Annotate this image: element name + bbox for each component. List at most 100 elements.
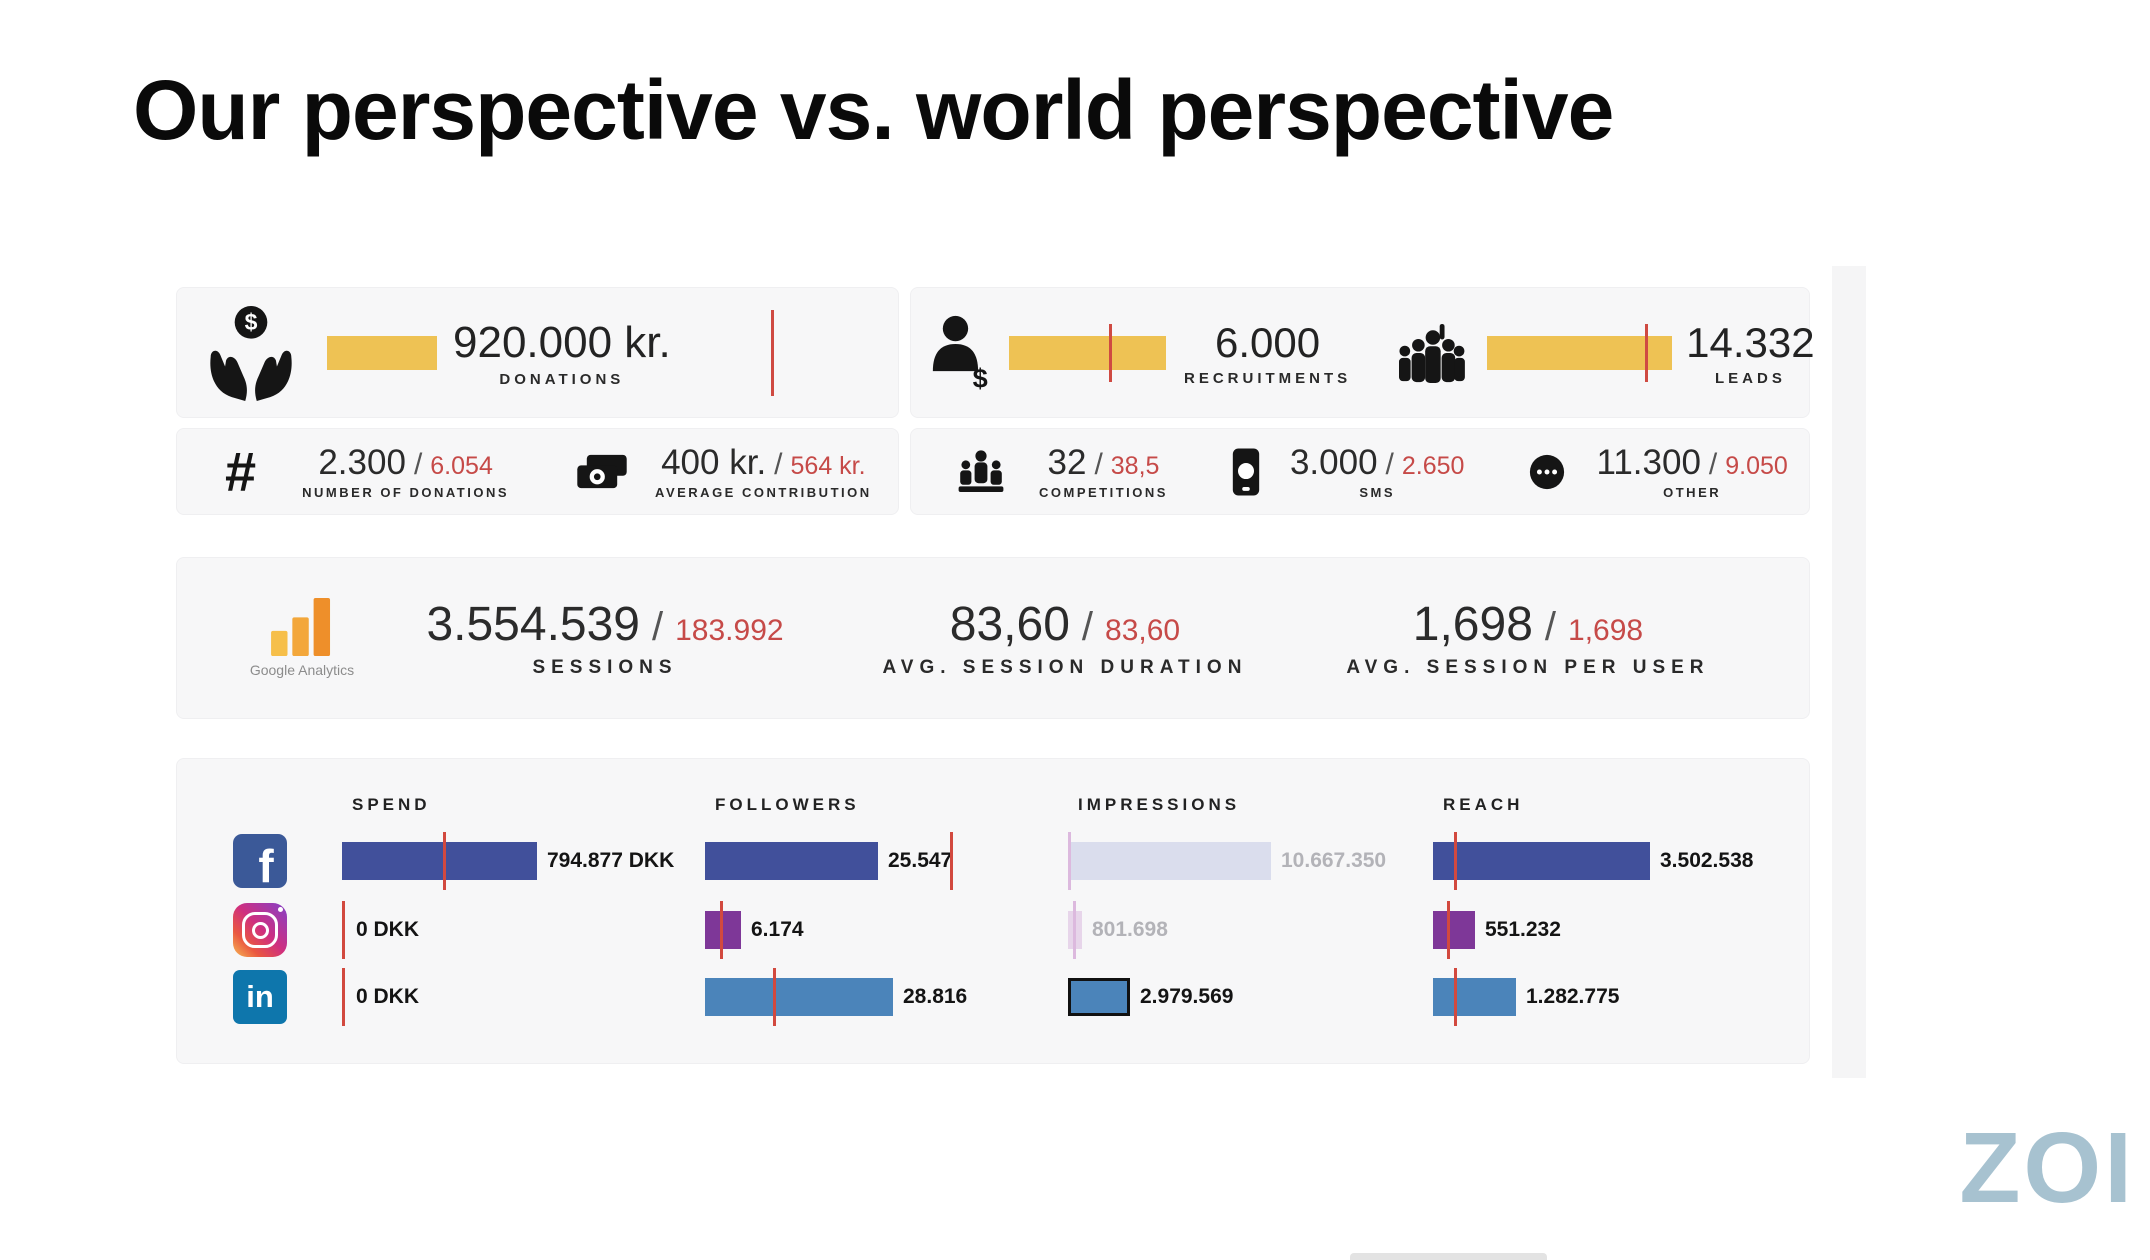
other-ellipsis-icon [1528, 453, 1566, 491]
slash-separator: / [1385, 448, 1394, 481]
slash-separator: / [1708, 448, 1718, 481]
instagram-impressions-value: 801.698 [1092, 918, 1168, 941]
linkedin-impressions-bar [1068, 978, 1130, 1016]
slash-separator: / [1081, 605, 1094, 649]
channel-submetrics-card: 32 / 38,5 COMPETITIONS 3.000 / 2.650 [910, 428, 1810, 515]
competitions-goal: 38,5 [1110, 452, 1160, 480]
linkedin-followers-bar [705, 978, 893, 1016]
instagram-impressions-cell: 801.698 [1068, 901, 1168, 959]
google-analytics-caption: Google Analytics [249, 662, 355, 678]
recruitments-goal-marker [1109, 323, 1112, 382]
hash-icon: # [225, 440, 257, 503]
slash-separator: / [1544, 605, 1557, 649]
avg-session-duration-actual: 83,60 [949, 598, 1070, 651]
linkedin-reach-bar [1433, 978, 1516, 1016]
instagram-followers-goal-marker [720, 901, 723, 959]
avg-session-per-user-label: AVG. SESSION PER USER [1346, 657, 1710, 678]
linkedin-spend-value: 0 DKK [356, 985, 420, 1008]
bottom-edge-bar [1350, 1253, 1547, 1260]
impressions-column-header: IMPRESSIONS [1078, 795, 1241, 814]
instagram-followers-value: 6.174 [751, 918, 804, 941]
analytics-card: Google Analytics 3.554.539 / 183.992 SES… [176, 557, 1810, 719]
linkedin-followers-goal-marker [773, 968, 776, 1026]
facebook-impressions-cell: 10.667.350 [1068, 832, 1387, 890]
recruitments-bar [1009, 335, 1166, 370]
recruitments-leads-card: $ 6.000 RECRUITMENTS [910, 287, 1815, 418]
donations-hands-icon: $ [203, 301, 299, 405]
facebook-reach-cell: 3.502.538 [1433, 832, 1753, 890]
facebook-impressions-bar [1068, 842, 1271, 880]
sessions-goal: 183.992 [675, 614, 784, 647]
average-contribution-label: AVERAGE CONTRIBUTION [655, 485, 872, 500]
facebook-spend-cell: 794.877 DKK [342, 832, 674, 890]
instagram-spend-value: 0 DKK [356, 918, 420, 941]
linkedin-icon: in [233, 970, 287, 1024]
sms-actual: 3.000 [1289, 443, 1378, 482]
linkedin-spend-goal-marker [342, 968, 345, 1026]
average-contribution-goal: 564 kr. [790, 452, 866, 480]
instagram-followers-cell: 6.174 [705, 901, 804, 959]
instagram-reach-value: 551.232 [1485, 918, 1561, 941]
page-edge-sliver [1832, 266, 1866, 1078]
instagram-spend-cell: 0 DKK [342, 901, 420, 959]
donations-bar [327, 335, 437, 370]
slash-separator: / [774, 448, 783, 481]
linkedin-followers-value: 28.816 [903, 985, 968, 1008]
instagram-spend-goal-marker [342, 901, 345, 959]
avg-session-duration-label: AVG. SESSION DURATION [882, 657, 1248, 678]
slash-separator: / [1094, 448, 1103, 481]
facebook-reach-bar [1433, 842, 1650, 880]
average-contribution-actual: 400 kr. [661, 443, 767, 482]
instagram-followers-bar [705, 911, 741, 949]
recruitment-person-icon: $ [931, 315, 989, 391]
competitions-podium-icon [957, 448, 1005, 496]
leads-goal-marker [1645, 323, 1649, 382]
facebook-followers-goal-marker [950, 832, 953, 890]
instagram-impressions-goal-marker [1073, 901, 1076, 959]
followers-column-header: FOLLOWERS [715, 795, 860, 814]
instagram-reach-bar [1433, 911, 1475, 949]
facebook-impressions-goal-marker [1068, 832, 1071, 890]
sms-label: SMS [1359, 485, 1396, 500]
instagram-reach-cell: 551.232 [1433, 901, 1561, 959]
other-goal: 9.050 [1725, 452, 1788, 480]
linkedin-impressions-value: 2.979.569 [1140, 985, 1234, 1008]
instagram-icon [233, 903, 287, 957]
zoi-logo: ZOI [1959, 1112, 2135, 1224]
facebook-spend-bar [342, 842, 537, 880]
linkedin-reach-value: 1.282.775 [1526, 985, 1620, 1008]
leads-value: 14.332 [1686, 318, 1815, 366]
facebook-reach-goal-marker [1454, 832, 1457, 890]
avg-session-per-user-goal: 1,698 [1568, 614, 1644, 647]
facebook-followers-cell: 25.547 [705, 832, 953, 890]
linkedin-spend-cell: 0 DKK [342, 968, 420, 1026]
google-analytics-logo [271, 598, 333, 656]
number-of-donations-goal: 6.054 [430, 452, 493, 480]
avg-session-per-user-actual: 1,698 [1412, 598, 1533, 651]
sessions-actual: 3.554.539 [426, 598, 640, 651]
instagram-row: 0 DKK 6.174 801.698 551.232 [177, 901, 1809, 959]
facebook-row: f 794.877 DKK 25.547 10.667.350 3.502.53 [177, 832, 1809, 892]
avg-session-duration-goal: 83,60 [1105, 614, 1181, 647]
sms-goal: 2.650 [1401, 452, 1465, 480]
leads-label: LEADS [1714, 369, 1786, 387]
other-actual: 11.300 [1596, 443, 1701, 482]
sessions-label: SESSIONS [532, 657, 678, 678]
facebook-impressions-value: 10.667.350 [1281, 849, 1387, 872]
linkedin-followers-cell: 28.816 [705, 968, 968, 1026]
facebook-icon: f [233, 834, 287, 892]
svg-text:$: $ [973, 362, 988, 391]
facebook-followers-value: 25.547 [888, 849, 953, 872]
linkedin-row: in 0 DKK 28.816 2.979.569 1.282.775 [177, 968, 1809, 1026]
facebook-spend-goal-marker [443, 832, 446, 890]
competitions-actual: 32 [1047, 443, 1087, 482]
donations-value: 920.000 kr. [453, 317, 671, 367]
other-label: OTHER [1663, 485, 1722, 500]
competitions-label: COMPETITIONS [1039, 485, 1168, 500]
spend-column-header: SPEND [352, 795, 431, 814]
social-media-card: SPEND FOLLOWERS IMPRESSIONS REACH f 794.… [176, 758, 1810, 1064]
instagram-reach-goal-marker [1447, 901, 1450, 959]
cash-icon [575, 453, 629, 491]
donation-submetrics-card: # 2.300 / 6.054 NUMBER OF DONATIONS [176, 428, 899, 515]
svg-text:$: $ [245, 308, 258, 334]
